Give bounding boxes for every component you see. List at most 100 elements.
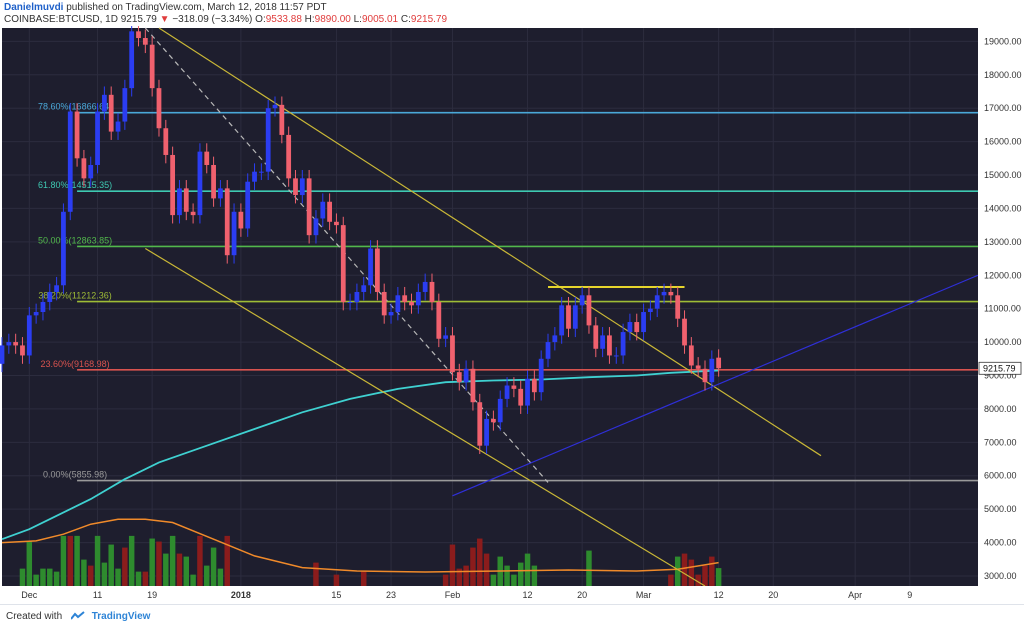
candle-body: [122, 88, 128, 122]
candle-body: [511, 385, 517, 389]
candle-body: [450, 335, 455, 373]
volume-bar: [709, 556, 715, 586]
candle-body: [40, 301, 46, 313]
candle-body: [354, 291, 360, 302]
candle-body: [95, 111, 100, 165]
last-price-marker: 9215.79: [978, 361, 1022, 375]
volume-bar: [313, 562, 319, 586]
volume-bar: [674, 556, 681, 586]
volume-bar: [531, 565, 538, 586]
price-tick-label: 14000.00: [984, 203, 1022, 213]
candle-body: [579, 295, 585, 306]
candle-body: [211, 164, 216, 199]
volume-bar: [668, 574, 674, 586]
time-axis[interactable]: [0, 586, 1024, 604]
candle-body: [347, 301, 353, 303]
open-value: 9533.88: [265, 14, 302, 25]
volume-bar: [456, 568, 463, 586]
candle-body: [504, 385, 510, 399]
candle-body: [6, 342, 12, 346]
volume-bar: [142, 571, 149, 586]
price-tick-label: 19000.00: [984, 36, 1022, 46]
candle-body: [238, 211, 244, 229]
volume-bar: [135, 571, 142, 586]
time-tick-label: Feb: [445, 590, 461, 600]
candle-body: [245, 181, 251, 229]
volume-bar: [463, 565, 469, 586]
last-price: 9215.79: [120, 14, 157, 25]
price-tick-label: 18000.00: [984, 70, 1022, 80]
candle-body: [81, 158, 87, 179]
fib-label: 61.80%(14515.35): [38, 180, 112, 190]
time-tick-label: 12: [714, 590, 724, 600]
volume-bar: [169, 535, 176, 586]
candle-body: [709, 358, 715, 383]
candle-body: [477, 402, 483, 446]
close-label: C:: [400, 14, 411, 25]
volume-bar: [40, 568, 46, 586]
candle-body: [491, 418, 496, 423]
candle-body: [525, 378, 530, 406]
candle-body: [190, 211, 196, 216]
author-name[interactable]: Danielmuvdi: [4, 2, 64, 13]
candle-body: [402, 295, 408, 302]
last-price-label: 9215.79: [983, 363, 1016, 373]
volume-bar: [122, 547, 128, 586]
volume-bar: [19, 568, 26, 586]
time-tick-label: 20: [768, 590, 778, 600]
candle-body: [668, 291, 674, 296]
candle-body: [61, 211, 66, 286]
time-tick-label: Mar: [636, 590, 652, 600]
candle-body: [26, 315, 32, 356]
candle-body: [620, 332, 626, 356]
low-label: L:: [353, 14, 362, 25]
volume-bar: [67, 535, 73, 586]
volume-bar: [470, 547, 476, 586]
candle-body: [204, 151, 210, 165]
candle-body: [716, 357, 722, 369]
candle-body: [415, 291, 421, 306]
candle-body: [613, 355, 619, 357]
tradingview-brand[interactable]: TradingView: [91, 611, 151, 622]
down-arrow-icon: ▼: [159, 14, 170, 25]
time-tick-label: 12: [523, 590, 533, 600]
time-tick-label: Dec: [21, 590, 38, 600]
price-tick-label: 6000.00: [984, 471, 1017, 481]
candle-body: [218, 188, 223, 199]
candle-body: [538, 358, 544, 393]
candle-body: [572, 305, 578, 329]
volume-bar: [47, 568, 53, 586]
symbol-label: COINBASE:BTCUSD, 1D: [4, 14, 118, 25]
candle-body: [129, 31, 135, 89]
candle-body: [177, 188, 182, 216]
volume-bar: [449, 544, 456, 586]
candle-body: [497, 398, 503, 423]
time-tick-label: 2018: [231, 590, 251, 600]
volume-bar: [108, 544, 114, 586]
price-tick-label: 15000.00: [984, 170, 1022, 180]
volume-bar: [695, 574, 701, 586]
price-axis[interactable]: [978, 26, 1024, 604]
candle-body: [101, 94, 107, 112]
price-chart[interactable]: 78.60%(16866.64) 61.80%(14515.35) 50.00%(1…: [0, 26, 1024, 604]
candle-body: [224, 188, 230, 256]
trendline-support: [452, 274, 979, 497]
candle-body: [299, 178, 305, 196]
volume-bar: [149, 538, 155, 586]
price-tick-label: 3000.00: [984, 571, 1017, 581]
ohlc-line: COINBASE:BTCUSD, 1D 9215.79 ▼ −318.09 (−…: [4, 14, 447, 25]
candle-body: [149, 44, 155, 89]
candle-body: [115, 121, 121, 132]
candle-body: [456, 372, 462, 383]
candle-body: [470, 368, 476, 403]
candle-body: [272, 104, 278, 109]
high-label: H:: [304, 14, 315, 25]
price-moving-average: [1, 369, 719, 541]
high-value: 9890.00: [314, 14, 351, 25]
candle-body: [675, 295, 681, 319]
candle-body: [436, 301, 442, 339]
candle-body: [47, 291, 53, 302]
tradingview-logo-icon: [70, 611, 85, 620]
volume-bar: [702, 565, 708, 586]
fibonacci-levels: 78.60%(16866.64) 61.80%(14515.35) 50.00%(1…: [38, 102, 978, 482]
